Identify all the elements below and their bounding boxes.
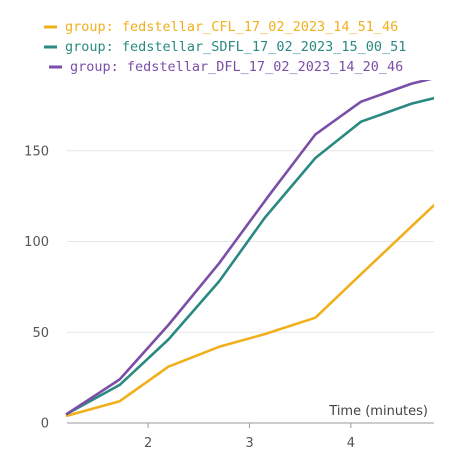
y-tick-label: 100 <box>24 235 49 250</box>
series-line-0 <box>65 203 434 418</box>
x-tick-label: 4 <box>347 436 355 451</box>
legend-label-0: group: fedstellar_CFL_17_02_2023_14_51_4… <box>65 19 398 35</box>
y-tick-label: 0 <box>41 417 49 432</box>
x-tick-label: 2 <box>144 436 152 451</box>
series-line-1 <box>65 96 434 416</box>
y-tick-label: 50 <box>32 326 49 341</box>
legend: group: fedstellar_CFL_17_02_2023_14_51_4… <box>44 19 406 75</box>
x-axis-title: Time (minutes) <box>328 404 428 419</box>
series-lines <box>65 80 434 418</box>
legend-label-1: group: fedstellar_SDFL_17_02_2023_15_00_… <box>65 39 406 55</box>
axes: 0 50 100 150 2 3 4 Time (minutes) <box>24 144 434 451</box>
legend-label-2: group: fedstellar_DFL_17_02_2023_14_20_4… <box>70 59 403 75</box>
series-line-2 <box>65 80 433 416</box>
x-tick-label: 3 <box>245 436 253 451</box>
y-tick-label: 150 <box>24 144 49 159</box>
grid-lines <box>67 150 434 333</box>
